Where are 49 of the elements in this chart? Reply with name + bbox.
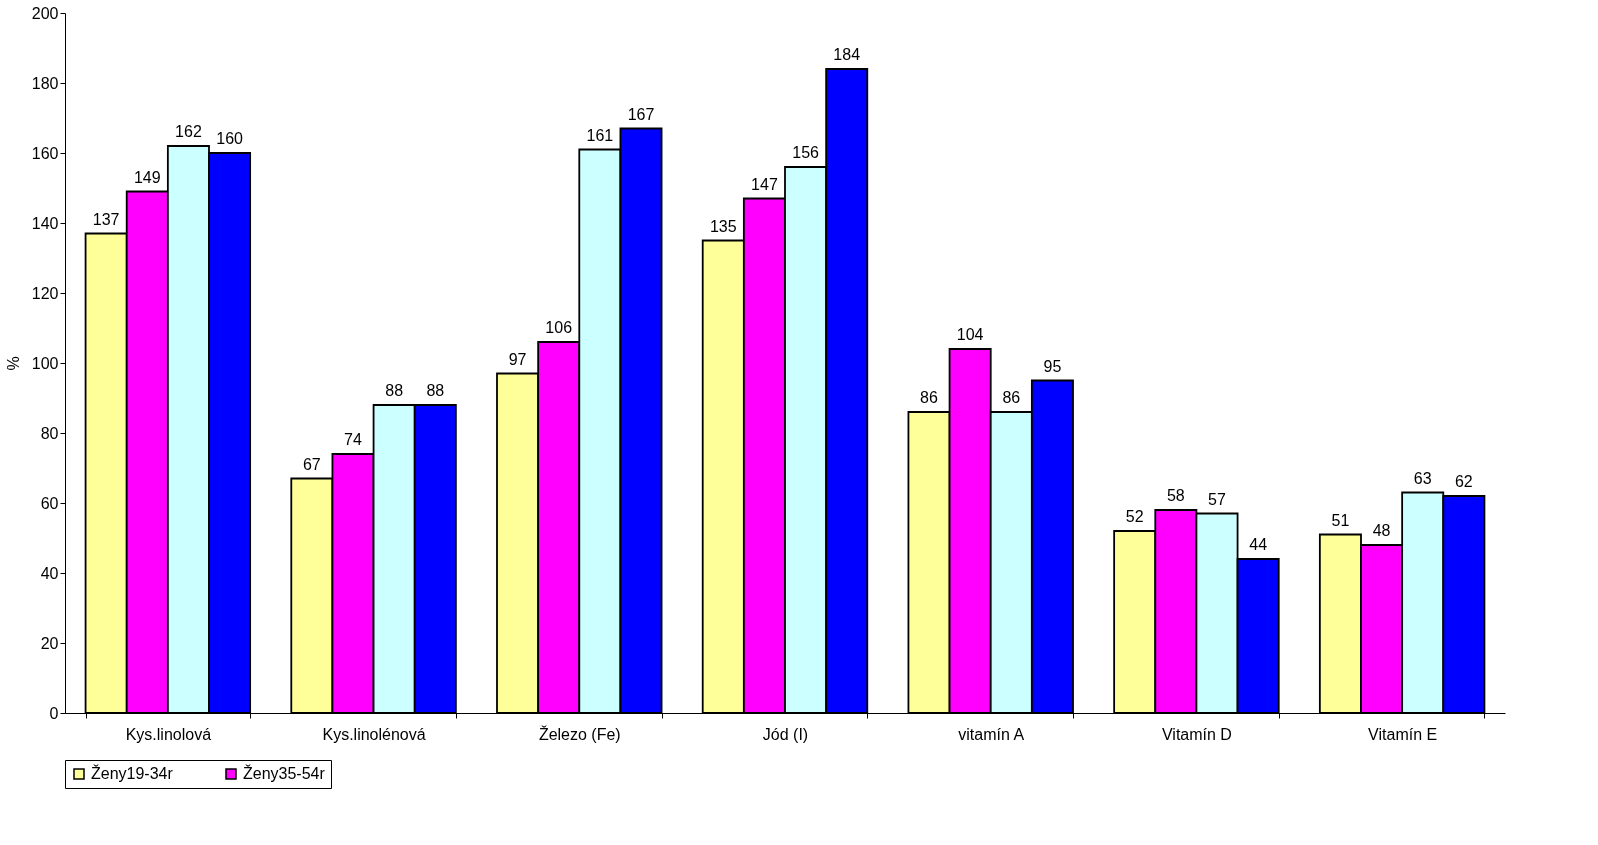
data-label: 104 (956, 326, 984, 343)
x-tick-label: Kys.linolénová (322, 725, 426, 743)
y-tick-label: 60 (40, 494, 59, 512)
y-tick-label: 80 (40, 424, 59, 442)
y-tick-label: 100 (31, 354, 59, 372)
data-label: 88 (385, 382, 404, 399)
data-label: 58 (1166, 487, 1185, 504)
y-tick-label: 20 (40, 634, 59, 652)
y-tick-label: 0 (49, 704, 59, 722)
data-label: 97 (508, 350, 527, 368)
y-tick-label: 140 (31, 214, 59, 232)
data-label: 137 (92, 210, 120, 228)
legend-label: Ženy35-54r (243, 764, 326, 782)
data-label: 44 (1249, 536, 1268, 553)
data-label: 149 (133, 168, 161, 186)
data-label: 184 (833, 46, 861, 63)
y-tick-label: 40 (40, 564, 59, 582)
data-label: 67 (302, 455, 321, 473)
legend-label: Ženy19-34r (91, 764, 174, 782)
x-tick-label: Kys.linolová (125, 725, 212, 743)
y-tick-label: 160 (31, 144, 59, 162)
data-label: 160 (216, 130, 244, 147)
y-axis-title: % (4, 356, 22, 371)
y-tick-label: 120 (31, 284, 59, 302)
data-label: 63 (1413, 469, 1432, 487)
data-label: 95 (1043, 357, 1062, 375)
x-tick-label: Vitamín D (1161, 725, 1232, 743)
data-label: 106 (545, 319, 573, 336)
data-label: 86 (1002, 389, 1021, 406)
data-label: 156 (792, 144, 820, 161)
x-tick-label: Vitamín E (1368, 725, 1438, 743)
x-tick-label: Jód (I) (762, 725, 809, 743)
data-label: 52 (1125, 508, 1144, 525)
y-tick-label: 180 (31, 74, 59, 92)
data-label: 88 (426, 382, 445, 399)
data-label: 51 (1331, 511, 1350, 529)
data-label: 135 (709, 217, 737, 235)
data-label: 86 (920, 389, 938, 406)
data-label: 161 (586, 126, 614, 144)
x-tick-label: vitamín A (958, 725, 1025, 743)
x-tick-label: Železo (Fe) (538, 724, 621, 743)
data-label: 167 (627, 105, 655, 123)
data-label: 62 (1454, 473, 1473, 490)
data-label: 74 (344, 431, 362, 448)
data-label: 162 (175, 123, 202, 140)
data-label: 57 (1208, 490, 1226, 508)
data-label: 48 (1372, 522, 1391, 539)
data-label: 147 (751, 175, 778, 193)
y-tick-label: 200 (31, 4, 59, 22)
